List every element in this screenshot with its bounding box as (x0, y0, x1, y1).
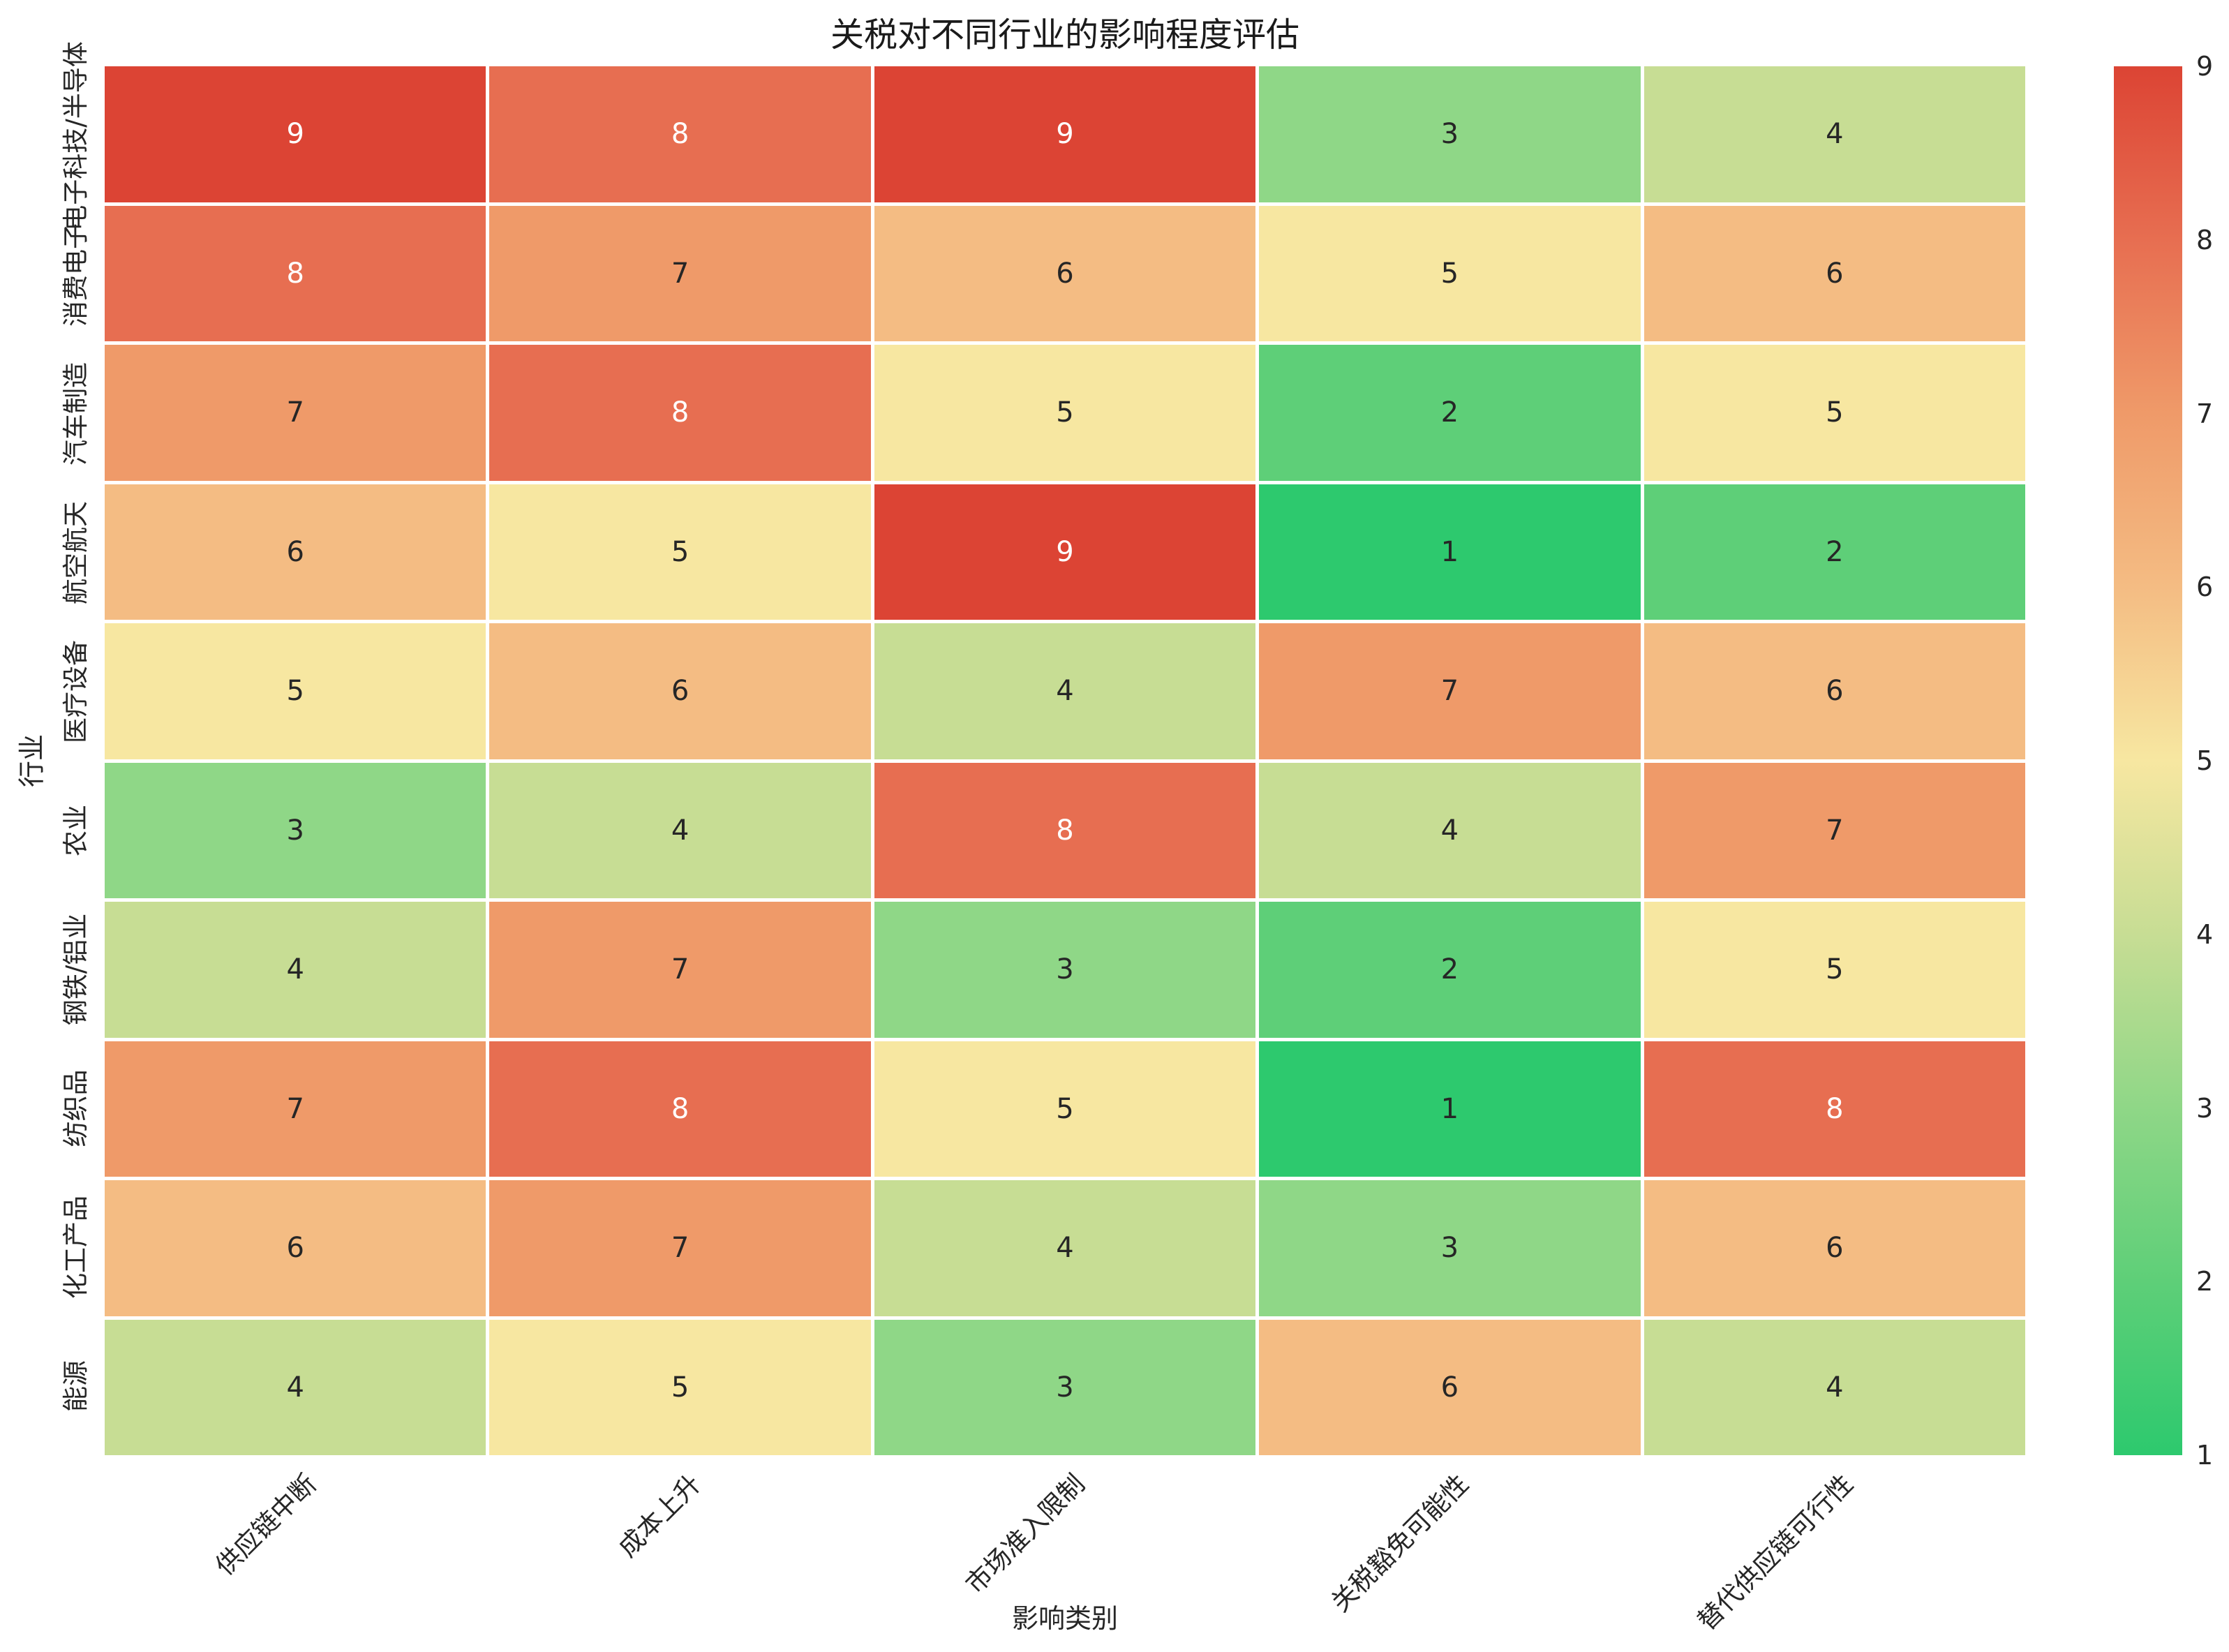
heatmap-cell-r0-c4: 4 (1643, 66, 2025, 202)
heatmap-cell-r7-c0: 7 (105, 1041, 486, 1177)
heatmap-cell-r1-c3: 5 (1259, 205, 1641, 341)
y-tick-9: 能源 (61, 1360, 91, 1412)
colorbar-tick-8: 8 (2196, 224, 2214, 255)
heatmap-cell-r4-c1: 6 (489, 623, 871, 759)
chart-title: 关税对不同行业的影响程度评估 (830, 15, 1299, 54)
y-tick-7: 纺织品 (61, 1069, 91, 1147)
y-tick-8: 化工产品 (61, 1195, 91, 1299)
heatmap-cell-r1-c1: 7 (489, 205, 871, 341)
colorbar-tick-labels: 9 8 7 6 5 4 3 2 1 (2196, 51, 2229, 1471)
x-axis-title: 影响类别 (1011, 1603, 1118, 1634)
heatmap-cell-r0-c1: 8 (489, 66, 871, 202)
colorbar-tick-3: 3 (2196, 1092, 2214, 1124)
heatmap-cell-r6-c2: 3 (874, 902, 1256, 1038)
heatmap-cell-r6-c0: 4 (105, 902, 486, 1038)
heatmap-cell-r7-c3: 1 (1259, 1041, 1641, 1177)
heatmap-cell-r4-c2: 4 (874, 623, 1256, 759)
colorbar-tick-1: 1 (2196, 1440, 2214, 1471)
y-tick-4: 医疗设备 (61, 639, 91, 743)
heatmap-cell-r1-c2: 6 (874, 205, 1256, 341)
heatmap-cell-r3-c4: 2 (1643, 484, 2025, 620)
heatmap-cell-r3-c1: 5 (489, 484, 871, 620)
heatmap-cell-r4-c4: 6 (1643, 623, 2025, 759)
heatmap-cell-r5-c0: 3 (105, 762, 486, 898)
heatmap-cell-r8-c1: 7 (489, 1180, 871, 1316)
heatmap-cell-r6-c4: 5 (1643, 902, 2025, 1038)
heatmap-cell-r2-c0: 7 (105, 345, 486, 481)
heatmap-cell-r6-c1: 7 (489, 902, 871, 1038)
y-axis-title: 行业 (16, 734, 47, 788)
heatmap-cell-r9-c3: 6 (1259, 1319, 1641, 1455)
heatmap-cell-r0-c0: 9 (105, 66, 486, 202)
heatmap-cell-r8-c0: 6 (105, 1180, 486, 1316)
x-tick-0: 供应链中断 (209, 1468, 322, 1582)
x-tick-3: 关税豁免可能性 (1325, 1468, 1475, 1618)
colorbar-tick-2: 2 (2196, 1266, 2214, 1297)
heatmap-cell-r5-c3: 4 (1259, 762, 1641, 898)
heatmap-cell-r0-c2: 9 (874, 66, 1256, 202)
heatmap-cell-r3-c3: 1 (1259, 484, 1641, 620)
heatmap-cell-r6-c3: 2 (1259, 902, 1641, 1038)
heatmap-cell-r5-c1: 4 (489, 762, 871, 898)
heatmap-cell-r4-c3: 7 (1259, 623, 1641, 759)
heatmap-cell-r9-c4: 4 (1643, 1319, 2025, 1455)
heatmap-cell-r4-c0: 5 (105, 623, 486, 759)
heatmap-cell-r9-c1: 5 (489, 1319, 871, 1455)
heatmap-cell-r8-c4: 6 (1643, 1180, 2025, 1316)
colorbar-tick-9: 9 (2196, 51, 2214, 82)
y-tick-2: 汽车制造 (61, 362, 91, 466)
heatmap-cell-r9-c2: 3 (874, 1319, 1256, 1455)
heatmap-cell-r2-c2: 5 (874, 345, 1256, 481)
y-tick-5: 农业 (61, 804, 91, 856)
colorbar (2114, 66, 2182, 1455)
heatmap-cell-r7-c1: 8 (489, 1041, 871, 1177)
y-tick-0: 电子科技/半导体 (61, 40, 91, 231)
x-tick-2: 市场准入限制 (960, 1468, 1091, 1600)
colorbar-tick-6: 6 (2196, 572, 2214, 603)
heatmap-cell-r1-c4: 6 (1643, 205, 2025, 341)
heatmap-cell-r2-c1: 8 (489, 345, 871, 481)
heatmap-cell-r1-c0: 8 (105, 205, 486, 341)
heatmap-cell-r5-c2: 8 (874, 762, 1256, 898)
y-tick-1: 消费电子 (61, 223, 91, 327)
heatmap-cell-r3-c2: 9 (874, 484, 1256, 620)
y-tick-3: 航空航天 (61, 500, 91, 604)
heatmap-cell-r2-c3: 2 (1259, 345, 1641, 481)
heatmap-cell-r8-c3: 3 (1259, 1180, 1641, 1316)
heatmap-cell-r2-c4: 5 (1643, 345, 2025, 481)
heatmap-cell-r3-c0: 6 (105, 484, 486, 620)
heatmap-cell-r9-c0: 4 (105, 1319, 486, 1455)
y-tick-6: 钢铁/铝业 (61, 913, 91, 1025)
heatmap-cell-r8-c2: 4 (874, 1180, 1256, 1316)
heatmap-cell-r5-c4: 7 (1643, 762, 2025, 898)
heatmap-cell-r7-c2: 5 (874, 1041, 1256, 1177)
heatmap-cell-r7-c4: 8 (1643, 1041, 2025, 1177)
x-tick-1: 成本上升 (612, 1468, 707, 1563)
colorbar-tick-5: 5 (2196, 745, 2214, 776)
colorbar-tick-7: 7 (2196, 398, 2214, 429)
heatmap-cell-r0-c3: 3 (1259, 66, 1641, 202)
colorbar-tick-4: 4 (2196, 918, 2214, 950)
x-axis-tick-labels: 供应链中断 成本上升 市场准入限制 关税豁免可能性 替代供应链可行性 (105, 1464, 2025, 1636)
